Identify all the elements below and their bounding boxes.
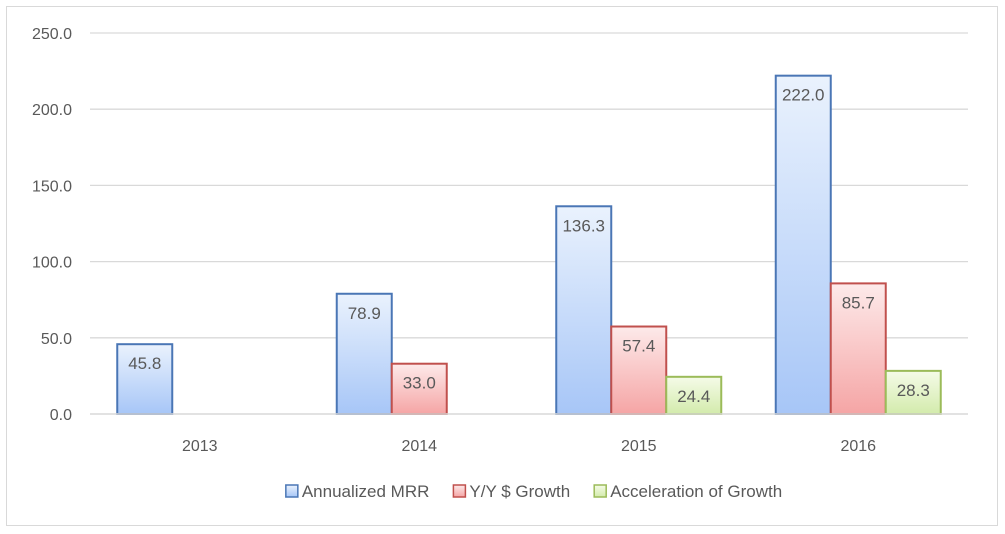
legend-label: Acceleration of Growth <box>610 482 782 501</box>
legend-swatch <box>285 484 299 498</box>
legend-label: Annualized MRR <box>302 482 430 501</box>
legend-label: Y/Y $ Growth <box>469 482 570 501</box>
data-label: 57.4 <box>622 337 655 356</box>
y-axis-tick-labels: 0.0 50.0 100.0 150.0 200.0 250.0 <box>32 26 72 424</box>
data-label: 222.0 <box>782 86 825 105</box>
x-tick-label: 2015 <box>621 438 657 455</box>
bar <box>610 325 668 415</box>
data-label: 24.4 <box>677 387 710 406</box>
data-label: 136.3 <box>562 216 605 235</box>
bar <box>335 292 393 416</box>
y-tick-label: 200.0 <box>32 102 72 119</box>
bar <box>665 375 723 415</box>
bar <box>829 282 887 415</box>
legend: Annualized MRR Y/Y $ Growth Acceleration o… <box>285 482 782 501</box>
x-tick-label: 2014 <box>401 438 437 455</box>
data-label: 78.9 <box>348 304 381 323</box>
data-labels: 45.8 78.9 136.3 222.0 33.0 57.4 85.7 24.4 28.3 <box>128 86 930 406</box>
data-label: 28.3 <box>897 381 930 400</box>
y-tick-label: 150.0 <box>32 178 72 195</box>
bar <box>390 362 448 416</box>
legend-swatch <box>593 484 607 498</box>
data-label: 33.0 <box>403 374 436 393</box>
x-axis-tick-labels: 2013 2014 2015 2016 <box>182 438 876 455</box>
data-label: 85.7 <box>842 293 875 312</box>
x-tick-label: 2013 <box>182 438 218 455</box>
data-label: 45.8 <box>128 354 161 373</box>
bar <box>774 74 832 415</box>
chart-frame <box>6 6 998 526</box>
y-tick-label: 0.0 <box>50 407 72 424</box>
bars <box>116 74 942 416</box>
legend-swatch <box>452 484 467 498</box>
y-tick-label: 50.0 <box>41 331 72 348</box>
bar <box>555 205 613 415</box>
bar <box>884 369 942 415</box>
y-tick-label: 100.0 <box>32 255 72 272</box>
y-tick-label: 250.0 <box>32 26 72 43</box>
x-tick-label: 2016 <box>840 438 876 455</box>
